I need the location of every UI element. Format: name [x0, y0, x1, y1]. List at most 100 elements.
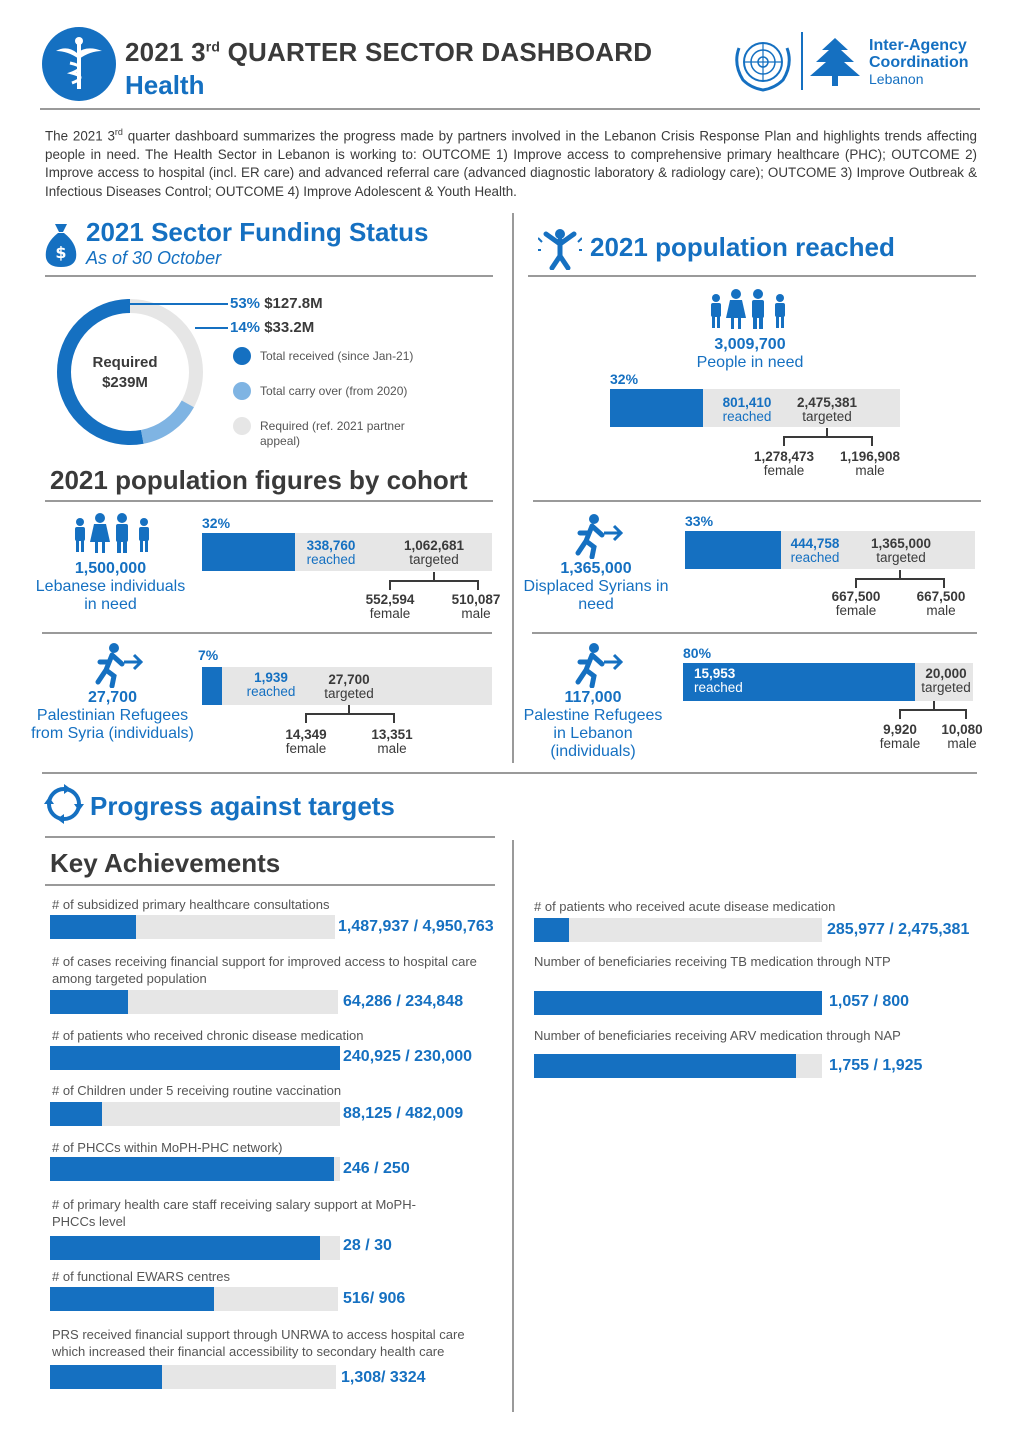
cohort-lebanese: 1,500,000 Lebanese individuals in need — [35, 560, 186, 613]
indicator-label: # of primary health care staff receiving… — [52, 1197, 416, 1229]
cohort-syrians-bar — [685, 531, 975, 569]
funding-donut-chart — [57, 299, 203, 445]
indicator-value: 1,487,937 / 4,950,763 — [338, 918, 494, 935]
person-moving-icon — [574, 642, 624, 689]
column-divider-top — [512, 213, 514, 763]
cohort-prs-bar-fill — [202, 667, 223, 705]
indicator-value: 516/ 906 — [343, 1290, 406, 1307]
indicator-bar-fill — [50, 1365, 162, 1389]
cohort-prl-bar-fill — [683, 663, 915, 701]
cohort-lebanese-bracket — [389, 580, 479, 590]
cohort-lebanese-bar-fill — [202, 533, 295, 571]
indicator-bar — [50, 1236, 340, 1260]
indicator-value: 1,057 / 800 — [829, 993, 910, 1010]
donut-center-label: Required $239M — [52, 353, 198, 393]
indicator-bar-fill — [534, 1054, 797, 1078]
cohort-lebanese-bar — [202, 533, 492, 571]
indicator-bar — [50, 1287, 338, 1311]
person-moving-icon — [574, 513, 624, 560]
cohort-syrians-male: 667,500 male — [916, 589, 966, 618]
indicator-label: # of patients who received chronic disea… — [52, 1028, 364, 1043]
cohort-prl-reached: 15,953 reached — [694, 666, 743, 695]
cohort-syrians-bracket — [855, 578, 945, 588]
cohort-prl-bracket-stem — [933, 701, 935, 709]
funding-title: 2021 Sector Funding Status — [86, 217, 429, 247]
cohort-lebanese-targeted: 1,062,681 targeted — [403, 538, 465, 567]
donut-received-arc — [57, 299, 203, 445]
cohort-prs-female: 14,349 female — [285, 727, 327, 756]
cohort-prl-male: 10,080 male — [941, 722, 983, 751]
indicator-bar — [50, 1365, 336, 1389]
intro-paragraph: The 2021 3rd quarter dashboard summarize… — [45, 127, 977, 199]
indicator-bar-fill — [50, 990, 128, 1014]
cohort-lebanese-pct: 32% — [202, 515, 231, 531]
indicator-bar-fill — [50, 1287, 215, 1311]
legend-dot-required — [233, 417, 251, 435]
indicator-label: # of subsidized primary healthcare consu… — [52, 897, 330, 912]
legend-carry: Total carry over (from 2020) — [260, 384, 408, 398]
cohort-prl: 117,000 Palestine Refugees in Lebanon (i… — [523, 689, 663, 760]
indicator-label: # of patients who received acute disease… — [534, 899, 836, 914]
health-logo-icon — [42, 27, 116, 101]
indicator-bar-fill — [534, 918, 569, 942]
key-achievements-title: Key Achievements — [50, 848, 281, 878]
legend-dot-received — [233, 347, 251, 365]
leader-line-carry — [195, 327, 228, 329]
org-line-1: Inter-Agency — [869, 37, 967, 54]
svg-text:$: $ — [55, 243, 66, 262]
reached-female: 1,278,473 female — [753, 449, 815, 478]
indicator-value: 246 / 250 — [343, 1160, 410, 1177]
reached-bracket-stem — [826, 428, 828, 436]
family-icon — [706, 288, 790, 330]
cohort-syrians-reached: 444,758 reached — [790, 536, 840, 565]
key-achievements-divider — [45, 884, 495, 886]
indicator-value: 1,755 / 1,925 — [829, 1057, 923, 1074]
column-divider-bottom — [512, 840, 514, 1412]
un-emblem-icon — [731, 32, 795, 94]
header-divider — [40, 108, 980, 110]
pin-total-value: 3,009,700 — [714, 336, 786, 353]
legend-required: Required (ref. 2021 partner appeal) — [260, 419, 405, 448]
reached-bar-fill — [610, 389, 703, 427]
cohort-prl-pct: 80% — [683, 645, 712, 661]
indicator-bar-fill — [50, 1157, 335, 1181]
cohort-syrians-bracket-stem — [899, 570, 901, 578]
family-icon — [70, 512, 154, 554]
cohort-syrians-bar-fill — [685, 531, 781, 569]
cohort-divider-right — [533, 500, 981, 502]
indicator-bar — [534, 918, 822, 942]
pin-total-label: People in need — [696, 354, 804, 371]
cohort-prs-male: 13,351 male — [371, 727, 413, 756]
donut-label-required: Required — [92, 354, 158, 371]
indicator-value: 1,308/ 3324 — [341, 1369, 426, 1386]
funding-received-value: 53% $127.8M — [230, 295, 323, 312]
indicator-bar — [50, 1046, 340, 1070]
indicator-label: # of PHCCs within MoPH-PHC network) — [52, 1140, 283, 1155]
indicator-label: PRS received financial support through U… — [52, 1327, 465, 1359]
leader-line-received — [128, 303, 228, 305]
indicator-label: Number of beneficiaries receiving ARV me… — [534, 1028, 901, 1043]
progress-divider-top — [42, 772, 977, 774]
cohort-row-divider-left — [42, 632, 492, 634]
cohort-prl-female: 9,920 female — [879, 722, 921, 751]
org-line-3: Lebanon — [869, 71, 924, 87]
cedar-logo-icon — [808, 36, 862, 88]
progress-divider — [45, 836, 495, 838]
legend-dot-carry — [233, 382, 251, 400]
cohort-title: 2021 population figures by cohort — [50, 465, 468, 495]
indicator-label: # of Children under 5 receiving routine … — [52, 1083, 342, 1098]
indicator-label: # of functional EWARS centres — [52, 1269, 230, 1284]
refresh-cycle-icon — [44, 784, 84, 824]
indicator-value: 285,977 / 2,475,381 — [827, 921, 970, 938]
cohort-syrians-targeted: 1,365,000 targeted — [870, 536, 932, 565]
reached-bar — [610, 389, 900, 427]
person-celebrating-icon — [537, 226, 583, 271]
cohort-prl-targeted: 20,000 targeted — [921, 666, 971, 695]
reached-divider — [528, 275, 976, 277]
indicator-bar — [50, 1102, 340, 1126]
indicator-label: # of cases receiving financial support f… — [52, 954, 477, 986]
cohort-row-divider-right — [532, 632, 977, 634]
cohort-lebanese-reached: 338,760 reached — [306, 538, 356, 567]
org-line-2: Coordination — [869, 54, 969, 71]
reached-targeted: 2,475,381 targeted — [796, 395, 858, 424]
